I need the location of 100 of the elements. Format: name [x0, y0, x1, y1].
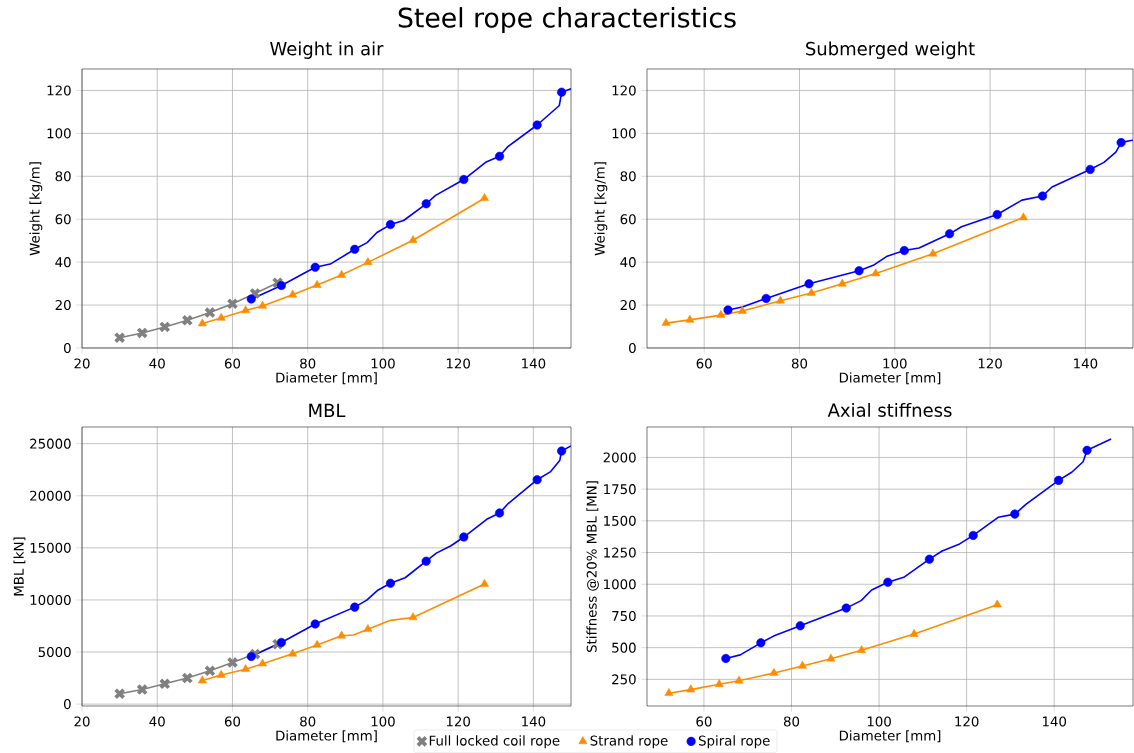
chart-title: Submerged weight [806, 41, 975, 59]
point [776, 295, 785, 304]
y-tick-label: 100 [612, 128, 636, 139]
point [532, 120, 542, 130]
point [664, 688, 674, 696]
point [204, 306, 216, 319]
x-tick-label: 20 [74, 716, 90, 727]
point [899, 246, 909, 256]
point [408, 235, 418, 243]
point [249, 287, 261, 300]
point [459, 174, 469, 185]
point [723, 305, 733, 315]
point [136, 683, 149, 696]
point [408, 612, 418, 621]
y-tick-label: 15000 [30, 542, 71, 553]
point [241, 305, 251, 314]
x-axis-title: Diameter [mm] [276, 372, 377, 385]
point [883, 577, 893, 587]
point [557, 87, 567, 97]
x-tick-label: 80 [300, 716, 316, 727]
point [992, 599, 1002, 608]
y-tick-label: 40 [55, 257, 71, 268]
point [363, 624, 373, 632]
point [734, 675, 744, 684]
y-tick-label: 80 [55, 171, 71, 182]
y-axis-title: Weight [kg/m] [29, 162, 43, 256]
point [686, 684, 696, 693]
point [769, 667, 779, 676]
legend-label: Spiral rope [698, 735, 770, 749]
point [924, 554, 934, 564]
point [385, 220, 395, 230]
y-tick-label: 750 [612, 610, 636, 621]
point [350, 602, 360, 612]
y-tick-label: 100 [47, 128, 71, 139]
x-axis-title: Diameter [mm] [839, 372, 941, 385]
point [288, 289, 298, 298]
y-tick-label: 5000 [38, 646, 71, 658]
point [337, 630, 346, 639]
x-tick-label: 60 [224, 716, 241, 727]
point [756, 638, 766, 648]
point [737, 306, 747, 314]
x-tick-label: 140 [1074, 358, 1098, 369]
point [363, 257, 373, 266]
y-tick-label: 60 [620, 214, 636, 225]
point [271, 638, 284, 651]
point [714, 679, 724, 687]
x-axis-title: Diameter [mm] [839, 730, 941, 743]
y-tick-label: 20 [620, 300, 636, 311]
x-tick-label: 60 [696, 716, 712, 727]
point [826, 653, 836, 662]
point [857, 645, 866, 653]
y-axis-title: MBL [kN] [13, 537, 26, 596]
point [136, 327, 149, 339]
point [968, 530, 978, 540]
y-tick-label: 10000 [30, 594, 71, 605]
point [721, 653, 731, 663]
x-tick-label: 120 [978, 358, 1002, 369]
point [204, 664, 216, 677]
point [181, 314, 194, 327]
point [197, 318, 207, 327]
point [197, 675, 207, 684]
point [310, 619, 320, 629]
legend-label: Strand rope [590, 735, 668, 749]
point [945, 229, 955, 239]
point [312, 280, 322, 288]
text: Steel rope characteristics [398, 7, 736, 33]
chart-title: MBL [309, 403, 346, 417]
x-tick-label: 40 [149, 716, 165, 727]
x-tick-label: 80 [791, 358, 808, 369]
x-tick-label: 80 [300, 358, 316, 369]
point [216, 312, 226, 321]
point [480, 193, 489, 201]
y-tick-label: 80 [620, 171, 636, 182]
point [761, 293, 771, 303]
point [480, 578, 489, 587]
y-tick-label: 20 [55, 300, 71, 311]
legend-label: Full locked coil rope [429, 735, 560, 749]
chart-title: Axial stiffness [827, 403, 952, 417]
point [350, 244, 360, 254]
x-tick-label: 120 [446, 358, 471, 369]
point [241, 664, 251, 672]
y-tick-label: 500 [612, 642, 636, 653]
y-tick-label: 1750 [604, 484, 636, 495]
point [421, 199, 431, 209]
point [495, 151, 505, 161]
point [1019, 212, 1028, 221]
point [992, 209, 1002, 220]
y-tick-label: 120 [612, 85, 636, 96]
point [685, 314, 695, 323]
point [337, 269, 346, 278]
point [249, 648, 261, 660]
point [226, 656, 239, 669]
point [795, 621, 805, 631]
point [271, 276, 284, 289]
x-tick-label: 80 [783, 716, 800, 727]
point [288, 648, 298, 657]
point [310, 262, 320, 272]
point [258, 300, 267, 309]
point [1010, 509, 1020, 519]
x-tick-label: 120 [955, 716, 979, 727]
